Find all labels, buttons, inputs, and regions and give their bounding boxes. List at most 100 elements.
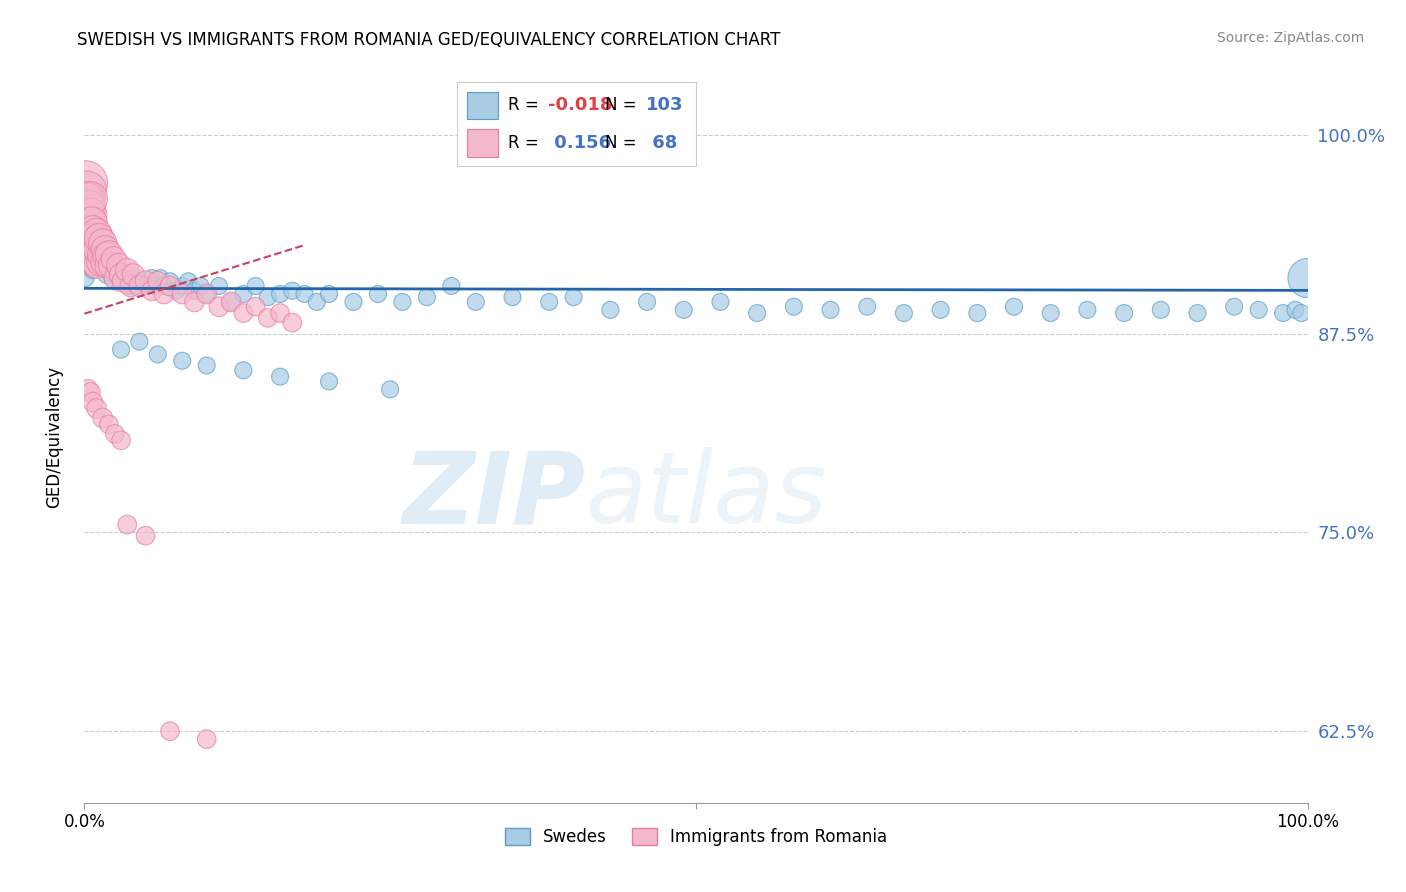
Point [107,258,129,272]
Point [294,287,316,301]
Point [104,261,127,276]
Point [97,247,120,261]
Point [82,263,104,277]
Point [79,192,101,206]
Point [281,316,304,330]
Point [115,274,138,288]
Point [232,306,254,320]
Point [165,284,187,298]
Point [440,279,463,293]
Point [96,249,118,263]
Point [104,426,127,441]
Point [1247,302,1270,317]
Point [101,271,124,285]
Point [195,287,218,301]
Point [87,243,110,257]
Point [318,375,340,389]
Point [172,353,194,368]
Point [709,294,731,309]
Point [98,255,121,269]
Point [107,271,129,285]
Point [599,302,621,317]
Point [893,306,915,320]
Point [159,279,181,293]
Point [77,383,100,397]
Text: Source: ZipAtlas.com: Source: ZipAtlas.com [1216,31,1364,45]
Point [75,207,97,221]
Point [318,287,340,301]
Point [1272,306,1295,320]
Text: atlas: atlas [586,447,828,544]
Point [87,247,110,261]
Point [1002,300,1025,314]
Point [502,290,524,304]
Point [86,401,108,416]
Point [219,294,242,309]
Point [94,243,117,257]
Point [100,258,122,272]
Point [128,334,150,349]
Point [79,207,101,221]
Point [94,252,117,266]
Point [135,274,157,288]
Point [89,252,111,266]
Point [80,247,103,261]
Point [153,279,176,293]
Point [82,231,104,245]
Point [245,279,267,293]
Point [172,287,194,301]
Point [219,294,242,309]
Point [342,294,364,309]
Point [672,302,695,317]
Point [135,529,157,543]
Point [146,347,169,361]
Point [90,247,112,261]
Point [84,231,107,245]
Point [281,284,304,298]
Point [122,271,145,285]
Point [86,258,108,272]
Point [110,268,132,282]
Point [747,306,769,320]
Point [100,265,122,279]
Point [391,294,413,309]
Point [89,255,111,269]
Point [77,192,100,206]
Point [83,231,105,245]
Point [269,369,291,384]
Point [77,207,100,221]
Point [79,239,101,253]
Point [96,268,118,282]
Point [77,223,100,237]
Point [76,184,98,198]
Point [84,239,107,253]
Point [195,359,218,373]
Point [112,274,135,288]
Point [80,223,103,237]
Point [82,255,104,269]
Point [183,284,205,298]
Point [1114,306,1136,320]
Point [79,255,101,269]
Point [208,279,231,293]
Point [820,302,842,317]
Point [79,385,101,400]
Point [177,274,200,288]
Point [103,252,125,266]
Point [118,279,141,293]
Point [1296,271,1319,285]
Point [146,274,169,288]
Point [91,249,114,263]
Point [91,411,114,425]
Point [86,239,108,253]
Point [77,200,100,214]
Point [115,517,138,532]
Point [1039,306,1062,320]
Point [636,294,658,309]
Point [538,294,561,309]
Point [159,274,181,288]
Point [1187,306,1209,320]
Point [86,255,108,269]
Point [141,284,163,298]
Point [183,294,205,309]
